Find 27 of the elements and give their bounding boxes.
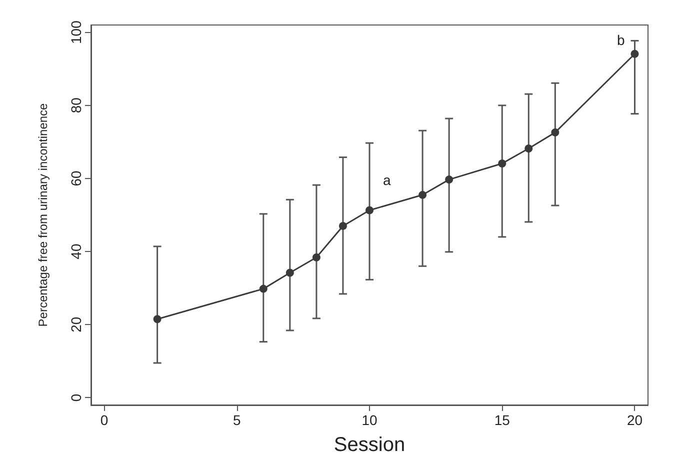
point <box>498 159 506 168</box>
y-tick-label: 80 <box>68 97 84 114</box>
y-tick-label: 20 <box>68 316 84 332</box>
x-tick-label: 0 <box>100 412 108 428</box>
x-tick-label: 5 <box>232 412 241 428</box>
point <box>418 190 427 199</box>
point <box>551 128 560 136</box>
x-tick-label: 15 <box>494 412 510 428</box>
point <box>524 144 533 152</box>
point <box>338 222 347 230</box>
point <box>153 315 162 324</box>
annotation: b <box>617 32 625 48</box>
x-tick-label: 20 <box>626 412 643 428</box>
point <box>366 206 374 214</box>
annotation: a <box>383 172 391 188</box>
point <box>312 253 320 262</box>
x-tick-label: 10 <box>362 412 378 428</box>
y-tick-label: 0 <box>68 394 84 402</box>
point <box>630 50 639 58</box>
point <box>445 176 454 184</box>
y-tick-label: 60 <box>68 170 84 186</box>
point <box>259 284 268 293</box>
y-tick-label: 40 <box>68 244 84 260</box>
y-tick-label: 100 <box>68 20 84 44</box>
point <box>286 268 294 277</box>
x-axis-title: Session <box>334 434 406 456</box>
y-axis-title: Percentage free from urinary incontinence <box>36 102 50 327</box>
